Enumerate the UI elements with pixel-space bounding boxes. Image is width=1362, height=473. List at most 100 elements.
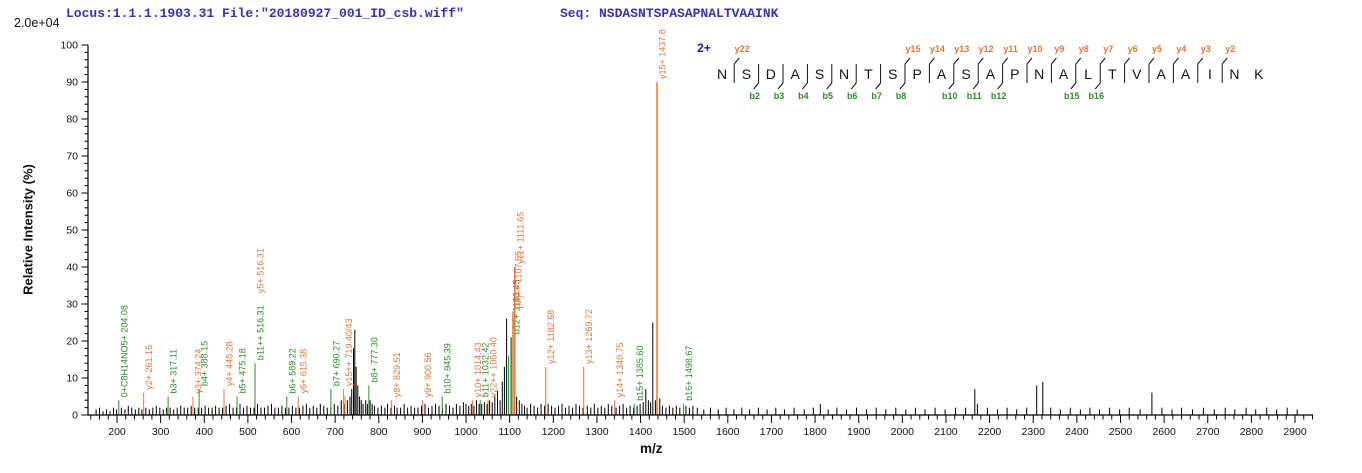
b-ion-marker: b5 [823, 91, 834, 101]
y-ion-marker: y6 [1128, 44, 1138, 54]
sequence-residue: N [1229, 66, 1239, 82]
sequence-residue: S [888, 66, 897, 82]
y-ion-marker: y15 [905, 44, 920, 54]
y-ion-marker: y2 [1225, 44, 1235, 54]
sequence-residue: S [815, 66, 824, 82]
x-tick-label: 2800 [1240, 426, 1264, 438]
x-tick-label: 1900 [847, 426, 871, 438]
sequence-residue: P [1010, 66, 1019, 82]
sequence-residue: A [1181, 66, 1191, 82]
x-tick-label: 900 [414, 426, 432, 438]
sequence-residue: I [1208, 66, 1212, 82]
b-ion-marker: b11 [967, 91, 982, 101]
b-ion-marker: b12 [991, 91, 1007, 101]
peak-label: y8+ 829.51 [392, 352, 402, 397]
peak-label: y6+ 615.38 [299, 349, 309, 394]
sequence-residue: K [1254, 66, 1264, 82]
noise-peaks [95, 318, 1298, 415]
y-tick-label: 0 [72, 410, 78, 422]
peak-label: y13+ 1269.72 [584, 309, 594, 364]
x-tick-label: 300 [152, 426, 170, 438]
x-tick-label: 400 [195, 426, 213, 438]
sequence-residue: D [766, 66, 776, 82]
y-tick-label: 50 [66, 225, 78, 237]
b-ion-marker: b6 [847, 91, 858, 101]
y-ion-marker: y11 [1003, 44, 1018, 54]
y-tick-label: 90 [66, 77, 78, 89]
peak-label: b16+ 1498.67 [684, 346, 694, 401]
y-ion-tick [953, 57, 960, 65]
y-ion-tick [1124, 57, 1130, 65]
y-ion-tick [977, 57, 984, 65]
x-tick-label: 1300 [585, 426, 609, 438]
peak-label: y2+ 261.16 [144, 345, 154, 390]
b-ion-tick [802, 82, 808, 90]
precursor-charge-label: 2+ [697, 41, 711, 55]
y-ion-marker: y8 [1079, 44, 1089, 54]
b-ion-marker: b15 [1064, 91, 1080, 101]
y-ion-tick [1002, 57, 1008, 65]
y-ion-tick [733, 57, 740, 65]
peak-label: b11+ 1032.42 [481, 343, 491, 398]
peak-label: b15+ 1385.60 [635, 346, 645, 401]
sequence-residue: A [937, 66, 947, 82]
x-tick-label: 1800 [803, 426, 827, 438]
y-ion-tick [1075, 57, 1082, 65]
sequence-residue: A [1059, 66, 1069, 82]
y-tick-label: 20 [66, 336, 78, 348]
y-ion-tick [1148, 57, 1155, 65]
annotated-peaks: 0+C8H14NO5+ 204.08 y2+ 261.16 b3+ 317.11 y3… [118, 29, 694, 415]
b-ion-tick [972, 82, 979, 90]
x-tick-label: 600 [283, 426, 301, 438]
locus-file-label: Locus:1.1.1.1903.31 File:"20180927_001_I… [66, 6, 464, 21]
sequence-residue: N [1034, 66, 1044, 82]
b-ion-marker: b3 [774, 91, 785, 101]
y-tick-label: 60 [66, 188, 78, 200]
x-tick-label: 2600 [1152, 426, 1176, 438]
peak-label: y3+ 374.24 [194, 349, 204, 394]
b-ion-marker: b2 [749, 91, 760, 101]
b-ion-tick [777, 82, 784, 90]
sequence-residue: S [742, 66, 751, 82]
x-tick-label: 800 [370, 426, 388, 438]
sequence-residue: L [1084, 66, 1092, 82]
y-tick-label: 10 [66, 373, 78, 385]
sequence-residue: A [791, 66, 801, 82]
peak-label: b10+ 945.39 [443, 343, 453, 393]
y-ion-marker: y7 [1103, 44, 1113, 54]
sequence-residue: T [864, 66, 873, 82]
peak-label: y10+ 1014.43 [473, 342, 483, 397]
peak-label: y15+ 1437.8 [658, 29, 668, 79]
y-tick-label: 100 [60, 40, 78, 52]
x-tick-label: 1100 [498, 426, 521, 438]
b-ion-tick [1070, 82, 1077, 90]
b-ion-marker: b10 [942, 91, 958, 101]
peak-label: y22++ 1050.40 [489, 337, 499, 397]
b-ion-tick [826, 82, 833, 90]
y-ion-marker: y3 [1201, 44, 1211, 54]
y-tick-label: 40 [66, 262, 78, 274]
y-ion-tick [904, 57, 911, 65]
b-ion-tick [850, 82, 857, 90]
x-tick-label: 500 [239, 426, 257, 438]
peak-label: b5+ 475.18 [238, 348, 248, 393]
x-tick-label: 2000 [891, 426, 915, 438]
x-tick-label: 2500 [1109, 426, 1133, 438]
y-ion-tick [1051, 57, 1057, 65]
y-tick-label: 80 [66, 114, 78, 126]
y-ion-marker: y4 [1176, 44, 1186, 54]
peak-label: y12+ 1182.68 [546, 310, 556, 364]
y-ion-tick [929, 57, 935, 65]
peak-label: b11++ 516.31 [256, 305, 266, 360]
x-tick-label: 2700 [1196, 426, 1220, 438]
b-ion-tick [997, 82, 1003, 90]
b-ion-tick [753, 82, 759, 90]
peak-label: [M]++ 1107.55 [513, 251, 523, 308]
x-tick-label: 1600 [716, 426, 740, 438]
x-tick-label: 2100 [934, 426, 958, 438]
peak-label: y9+ 900.56 [423, 352, 433, 397]
sequence-header-label: Seq: NSDASNTSPASAPNALTVAAINK [560, 6, 779, 21]
b-ion-tick [899, 82, 906, 90]
sequence-residue: P [913, 66, 922, 82]
x-axis-title: m/z [640, 441, 663, 456]
